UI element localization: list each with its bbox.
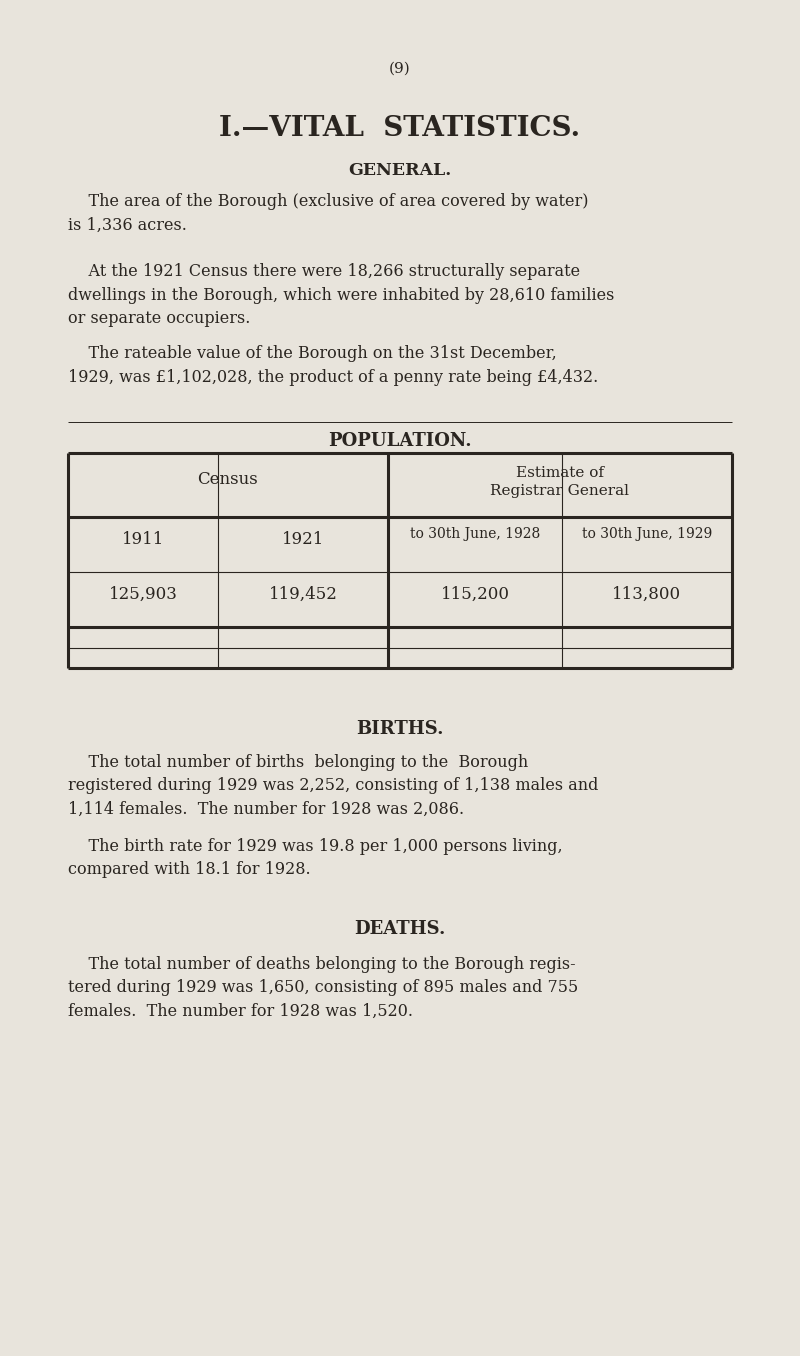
- Text: The birth rate for 1929 was 19.8 per 1,000 persons living,
compared with 18.1 fo: The birth rate for 1929 was 19.8 per 1,0…: [68, 838, 562, 879]
- Text: 1911: 1911: [122, 532, 164, 548]
- Text: The total number of deaths belonging to the Borough regis-
tered during 1929 was: The total number of deaths belonging to …: [68, 956, 578, 1020]
- Text: to 30th June, 1929: to 30th June, 1929: [582, 527, 712, 541]
- Text: (9): (9): [389, 62, 411, 76]
- Text: The total number of births  belonging to the  Borough
registered during 1929 was: The total number of births belonging to …: [68, 754, 598, 818]
- Text: Census: Census: [198, 471, 258, 488]
- Text: 113,800: 113,800: [613, 586, 682, 603]
- Text: GENERAL.: GENERAL.: [348, 161, 452, 179]
- Text: DEATHS.: DEATHS.: [354, 919, 446, 938]
- Text: 119,452: 119,452: [269, 586, 338, 603]
- Text: The area of the Borough (exclusive of area covered by water)
is 1,336 acres.: The area of the Borough (exclusive of ar…: [68, 193, 589, 233]
- Text: 125,903: 125,903: [109, 586, 178, 603]
- Text: I.—VITAL  STATISTICS.: I.—VITAL STATISTICS.: [219, 115, 581, 142]
- Text: At the 1921 Census there were 18,266 structurally separate
dwellings in the Boro: At the 1921 Census there were 18,266 str…: [68, 263, 614, 327]
- Text: Estimate of
Registrar General: Estimate of Registrar General: [490, 466, 630, 499]
- Text: to 30th June, 1928: to 30th June, 1928: [410, 527, 540, 541]
- Text: POPULATION.: POPULATION.: [328, 433, 472, 450]
- Text: The rateable value of the Borough on the 31st December,
1929, was £1,102,028, th: The rateable value of the Borough on the…: [68, 344, 598, 385]
- Text: BIRTHS.: BIRTHS.: [356, 720, 444, 738]
- Text: 115,200: 115,200: [441, 586, 510, 603]
- Text: 1921: 1921: [282, 532, 324, 548]
